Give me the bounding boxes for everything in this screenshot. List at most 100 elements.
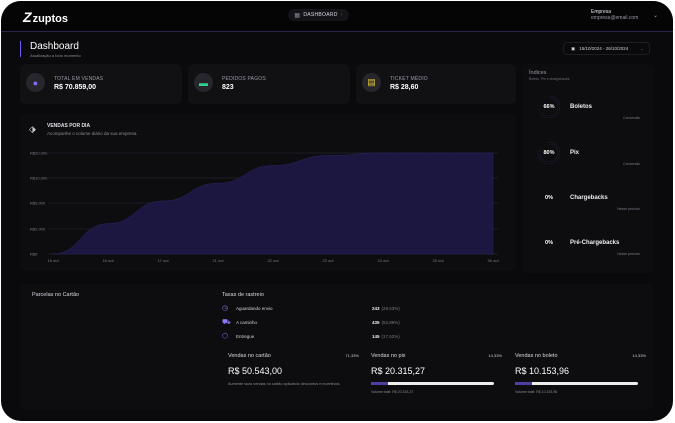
date-range-text: 15/10/2024 - 26/10/2024: [579, 46, 629, 51]
y-tick-label: R$5.000: [30, 201, 46, 206]
nav-dashboard-label: DASHBOARD: [303, 12, 338, 18]
sales-chart-title: VENDAS POR DIA: [47, 123, 91, 129]
tracking-row-entregue: ⬡ Entregue 145 (17,62%): [222, 333, 492, 343]
tag-icon: ⬗: [29, 124, 36, 134]
truck-icon: ⛟: [222, 319, 231, 326]
logo[interactable]: Zzuptos: [23, 9, 68, 25]
title-accent-bar: [20, 41, 21, 57]
index-ring: 66%: [538, 96, 560, 118]
x-tick-label: 26 out: [487, 258, 499, 263]
chevron-down-icon[interactable]: ⌄: [653, 13, 659, 19]
sales-per-day-card: ⬗ VENDAS POR DIA Acompanhe o volume diár…: [20, 114, 516, 271]
money-icon: ▬: [194, 73, 213, 92]
grid-icon: ▦: [294, 12, 301, 19]
payment-progress-bar: [515, 382, 638, 385]
ring-hole: [540, 144, 558, 162]
tracking-count: 435: [372, 320, 380, 325]
index-caption: Conversão: [623, 162, 640, 166]
payment-name: Vendas no pix: [371, 353, 406, 359]
x-tick-label: 25 out: [432, 258, 444, 263]
tracking-percent: (29,53%): [381, 306, 400, 311]
index-name: Pré-Chargebacks: [570, 240, 620, 246]
stat-label: PEDIDOS PAGOS: [222, 76, 266, 82]
nav-dashboard-button[interactable]: ▦ DASHBOARD ›: [288, 9, 349, 21]
payment-note: Volume total: R$ 20.315,27: [371, 390, 414, 394]
index-ring: 0%: [545, 195, 553, 201]
index-boletos: 66% Boletos Conversão: [522, 96, 654, 136]
stat-label: TICKET MÉDIO: [390, 76, 428, 82]
tracking-label: Aguardando envio: [236, 306, 273, 311]
payment-percent: 14,33%: [488, 353, 502, 358]
logo-text: zuptos: [32, 13, 69, 25]
tracking-label: Entregue: [236, 334, 255, 339]
payment-amount: R$ 50.543,00: [228, 366, 283, 376]
stat-label: TOTAL EM VENDAS: [54, 76, 104, 82]
clock-icon: ◷: [222, 305, 229, 312]
chevron-right-icon: ›: [340, 12, 343, 18]
payment-progress-fill: [371, 382, 389, 385]
ring-hole: [540, 98, 558, 116]
x-tick-label: 17 out: [157, 258, 169, 263]
index-name: Boletos: [570, 104, 593, 110]
tracking-label: A caminho: [236, 320, 258, 325]
index-name: Chargebacks: [570, 195, 608, 201]
parcelas-title: Parcelas no Cartão: [32, 292, 80, 298]
wallet-icon: ●: [26, 73, 45, 92]
index-caption: Nesse período: [617, 207, 640, 211]
index-ring: 0%: [545, 240, 553, 246]
payment-note: Volume total: R$ 10.153,96: [515, 390, 558, 394]
sales-area: [52, 152, 494, 255]
stat-card-total-vendas: ● TOTAL EM VENDAS R$ 70.859,00: [20, 64, 182, 104]
tracking-percent: (52,86%): [381, 320, 400, 325]
date-range-picker[interactable]: ▣ 15/10/2024 - 26/10/2024 ⌄: [563, 42, 650, 55]
stat-card-pedidos-pagos: ▬ PEDIDOS PAGOS 823: [188, 64, 350, 104]
index-chargebacks: 0% Chargebacks Nesse período: [522, 187, 654, 227]
tracking-count: 145: [372, 334, 380, 339]
payment-amount: R$ 10.153,96: [515, 366, 570, 376]
payment-card: Vendas no cartão 71,33% R$ 50.543,00 Aum…: [228, 350, 359, 402]
sales-chart-subtitle: Acompanhe o volume diário da sua empresa…: [47, 131, 138, 136]
indices-subtitle: Boleto, Pix e chargebacks: [529, 77, 570, 81]
index-caption: Conversão: [623, 116, 640, 120]
y-tick-label: R$0: [30, 252, 38, 257]
bottom-panel: Parcelas no Cartão Taxas de rastreio ◷ A…: [20, 284, 654, 410]
payment-card: Vendas no boleto 14,33% R$ 10.153,96 Vol…: [515, 350, 646, 402]
x-tick-label: 24 out: [377, 258, 389, 263]
box-icon: ⬡: [222, 333, 229, 340]
user-email: empresa@email.com: [591, 15, 639, 21]
tracking-count: 243: [372, 306, 380, 311]
sales-area-chart: R$20.000 R$10.000 R$5.000 R$2.000 R$0 15 out 1…: [30, 151, 499, 264]
stat-card-ticket-medio: ▤ TICKET MÉDIO R$ 28,60: [356, 64, 516, 104]
calendar-icon: ▣: [571, 45, 576, 51]
payment-name: Vendas no cartão: [228, 353, 271, 359]
x-tick-label: 23 out: [322, 258, 334, 263]
stat-value: 823: [222, 84, 234, 91]
y-tick-label: R$20.000: [30, 151, 48, 156]
payment-card: Vendas no pix 14,33% R$ 20.315,27 Volume…: [371, 350, 502, 402]
user-menu[interactable]: Empresa empresa@email.com: [591, 9, 638, 21]
tracking-row-a-caminho: ⛟ A caminho 435 (52,86%): [222, 319, 492, 329]
chevron-down-icon: ⌄: [640, 45, 644, 51]
payment-percent: 14,33%: [632, 353, 646, 358]
ring-percent: 66%: [543, 104, 555, 110]
top-bar: Zzuptos ▦ DASHBOARD › Empresa empresa@em…: [1, 1, 673, 32]
x-tick-label: 16 out: [102, 258, 114, 263]
payment-progress-bar: [371, 382, 494, 385]
payment-percent: 71,33%: [345, 353, 359, 358]
indices-panel: Índices Boleto, Pix e chargebacks 66% Bo…: [522, 64, 654, 273]
index-pix: 80% Pix Conversão: [522, 142, 654, 182]
indices-title: Índices: [529, 70, 547, 76]
index-name: Pix: [570, 150, 580, 156]
page-subtitle: Atualização a todo momento: [30, 53, 81, 58]
user-name: Empresa: [591, 9, 612, 15]
payment-amount: R$ 20.315,27: [371, 366, 426, 376]
payment-description: Aumente suas vendas no cartão aplicando …: [228, 382, 341, 386]
x-tick-label: 15 out: [47, 258, 59, 263]
x-tick-label: 22 out: [267, 258, 279, 263]
tracking-row-aguardando: ◷ Aguardando envio 243 (29,53%): [222, 305, 492, 315]
index-ring: 80%: [538, 142, 560, 164]
payment-progress-fill: [515, 382, 533, 385]
ring-percent: 80%: [543, 150, 555, 156]
stat-value: R$ 28,60: [390, 84, 419, 91]
